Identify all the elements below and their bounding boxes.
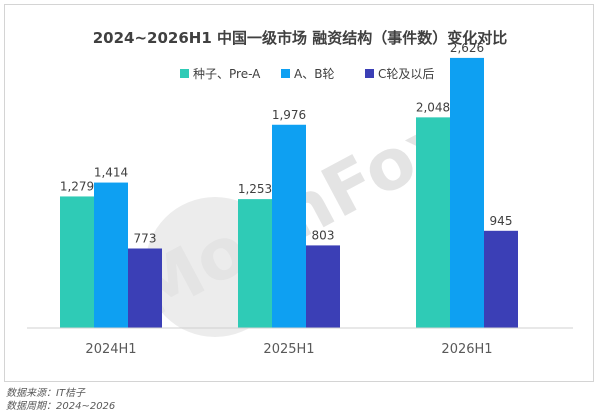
bar-2025H1-series-2 — [272, 124, 306, 328]
data-label-2024H1-series-3: 773 — [134, 231, 157, 245]
data-label-2025H1-series-2: 1,976 — [272, 108, 306, 122]
bar-2024H1-series-3 — [128, 248, 162, 328]
x-tick-label-2026H1: 2026H1 — [441, 342, 492, 357]
x-tick-label-2024H1: 2024H1 — [85, 342, 136, 357]
chart-title: 2024~2026H1 中国一级市场 融资结构（事件数）变化对比 — [93, 29, 508, 47]
bar-2024H1-series-2 — [94, 182, 128, 328]
legend-swatch-1 — [180, 69, 189, 78]
data-label-2025H1-series-3: 803 — [312, 228, 335, 242]
data-label-2026H1-series-3: 945 — [490, 214, 513, 228]
period-note: 数据周期：2024~2026 — [6, 401, 116, 412]
data-label-2025H1-series-1: 1,253 — [238, 182, 272, 196]
bar-2025H1-series-1 — [238, 199, 272, 328]
legend-swatch-2 — [281, 69, 290, 78]
source-note: 数据来源：IT桔子 — [6, 388, 86, 399]
legend: 种子、Pre-A A、B轮 C轮及以后 — [180, 67, 434, 81]
legend-swatch-3 — [365, 69, 374, 78]
chart-card: MoonFox 2024~2026H1 中国一级市场 融资结构（事件数）变化对比… — [4, 4, 594, 382]
data-label-2024H1-series-1: 1,279 — [60, 179, 94, 193]
legend-label-1: 种子、Pre-A — [193, 67, 261, 81]
data-label-2026H1-series-1: 2,048 — [416, 100, 450, 114]
x-tick-label-2025H1: 2025H1 — [263, 342, 314, 357]
bar-2026H1-series-2 — [450, 57, 484, 328]
bar-2024H1-series-1 — [60, 196, 94, 328]
data-label-2026H1-series-2: 2,626 — [450, 41, 484, 55]
bar-2026H1-series-1 — [416, 117, 450, 328]
x-axis-ticks: 2024H1 2025H1 2026H1 — [85, 342, 492, 357]
legend-label-2: A、B轮 — [294, 67, 334, 81]
bar-2026H1-series-3 — [484, 230, 518, 328]
bar-chart: MoonFox 2024~2026H1 中国一级市场 融资结构（事件数）变化对比… — [27, 29, 573, 357]
data-label-2024H1-series-2: 1,414 — [94, 166, 128, 180]
legend-label-3: C轮及以后 — [378, 67, 434, 81]
bar-2025H1-series-3 — [306, 245, 340, 328]
